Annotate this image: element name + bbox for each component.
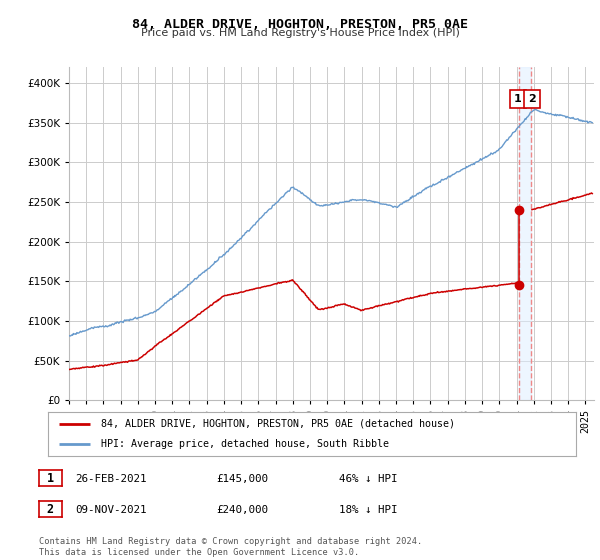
- Text: HPI: Average price, detached house, South Ribble: HPI: Average price, detached house, Sout…: [101, 439, 389, 449]
- Text: 46% ↓ HPI: 46% ↓ HPI: [339, 474, 397, 484]
- Text: 26-FEB-2021: 26-FEB-2021: [75, 474, 146, 484]
- Text: £145,000: £145,000: [216, 474, 268, 484]
- Text: 2: 2: [47, 502, 54, 516]
- Text: 1: 1: [47, 472, 54, 485]
- Text: 18% ↓ HPI: 18% ↓ HPI: [339, 505, 397, 515]
- Text: 2: 2: [528, 94, 536, 104]
- Text: £240,000: £240,000: [216, 505, 268, 515]
- Bar: [518, 67, 531, 400]
- Text: Contains HM Land Registry data © Crown copyright and database right 2024.
This d: Contains HM Land Registry data © Crown c…: [39, 537, 422, 557]
- Text: 1: 1: [514, 94, 521, 104]
- Text: 84, ALDER DRIVE, HOGHTON, PRESTON, PR5 0AE (detached house): 84, ALDER DRIVE, HOGHTON, PRESTON, PR5 0…: [101, 419, 455, 429]
- Text: Price paid vs. HM Land Registry's House Price Index (HPI): Price paid vs. HM Land Registry's House …: [140, 28, 460, 38]
- Text: 84, ALDER DRIVE, HOGHTON, PRESTON, PR5 0AE: 84, ALDER DRIVE, HOGHTON, PRESTON, PR5 0…: [132, 18, 468, 31]
- Text: 09-NOV-2021: 09-NOV-2021: [75, 505, 146, 515]
